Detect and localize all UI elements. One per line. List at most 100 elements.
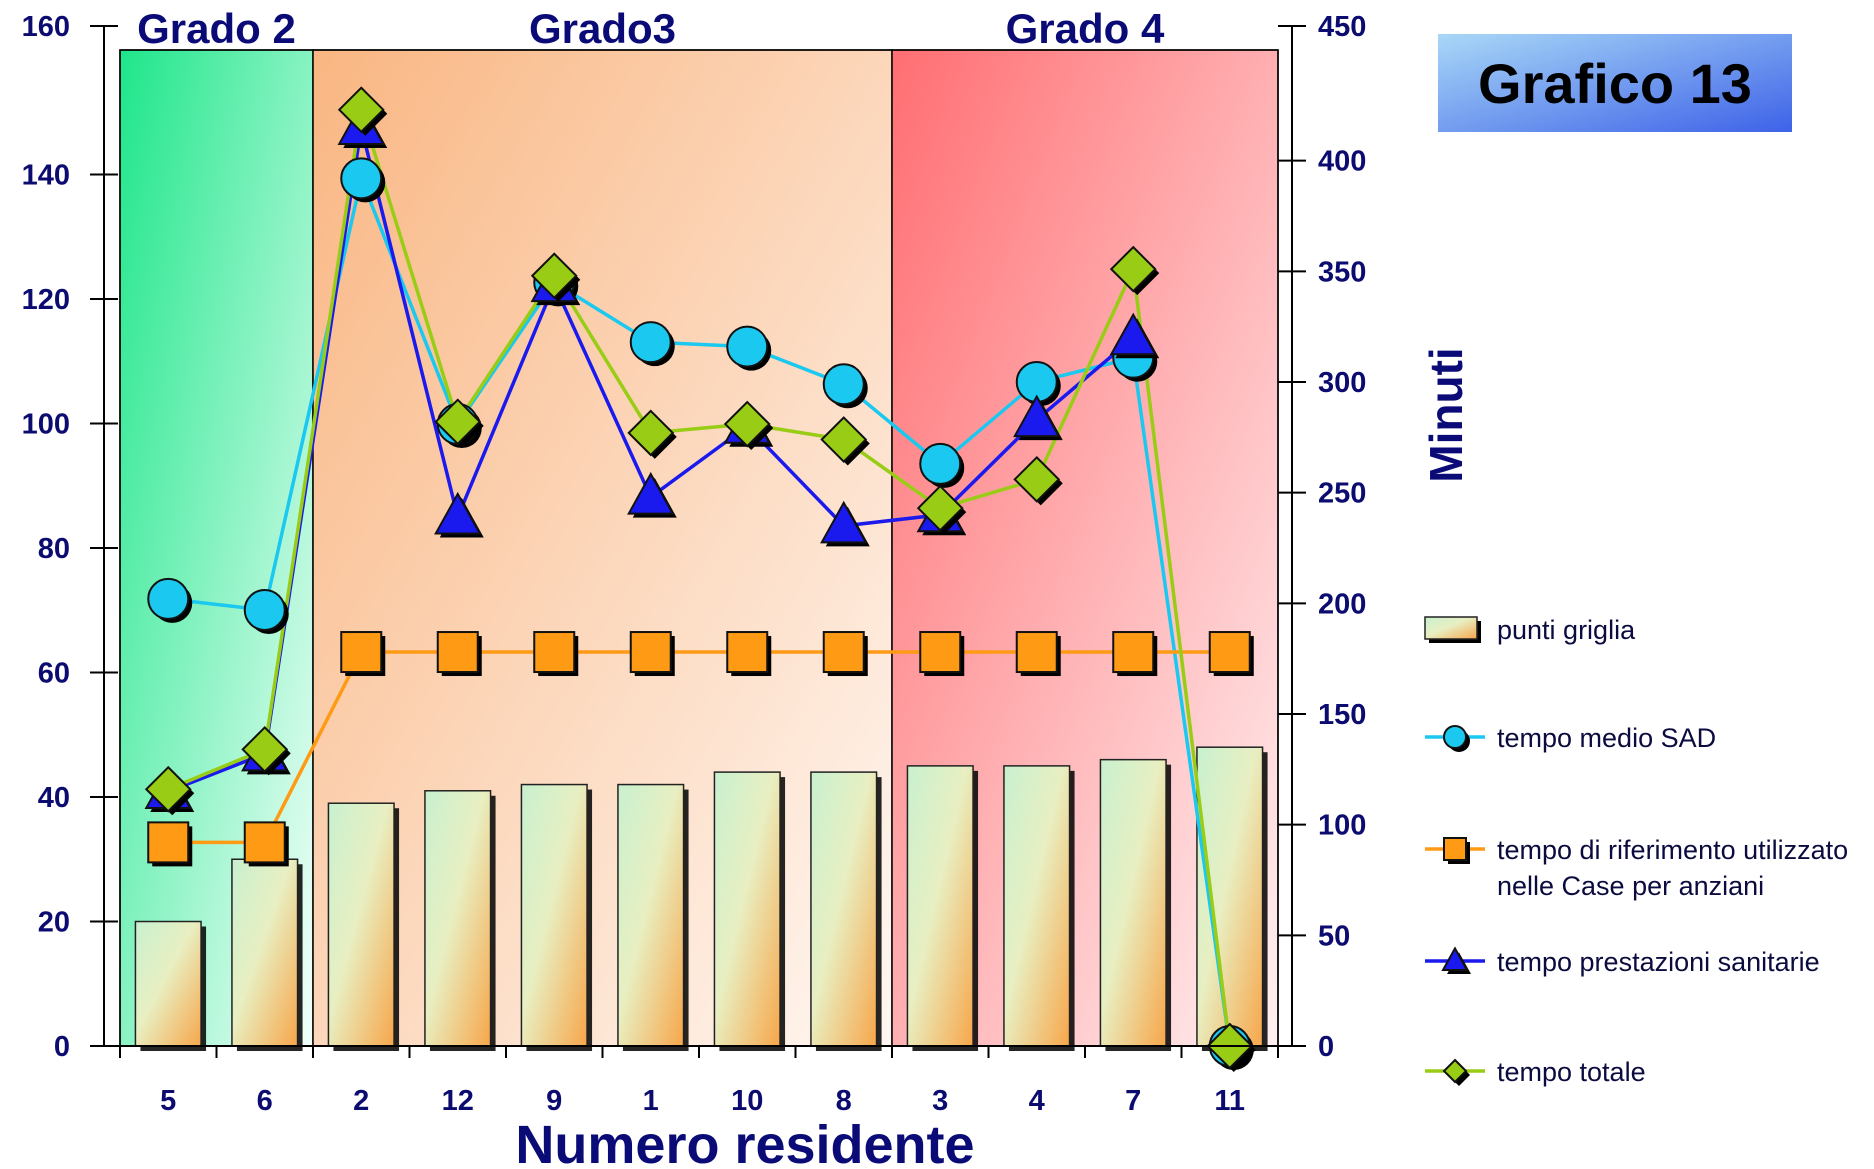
square-marker bbox=[1015, 631, 1058, 674]
square-marker bbox=[919, 631, 962, 674]
y2-tick-label: 0 bbox=[1318, 1031, 1334, 1063]
bar bbox=[520, 783, 588, 1047]
legend-swatch bbox=[1424, 616, 1478, 640]
legend-label: tempo prestazioni sanitarie bbox=[1497, 947, 1820, 977]
y2-tick-label: 100 bbox=[1318, 810, 1366, 842]
diamond-marker bbox=[337, 86, 385, 134]
legend-label-line: nelle Case per anziani bbox=[1497, 871, 1764, 901]
square-marker bbox=[629, 631, 672, 674]
legend: punti griglia tempo medio SAD tempo di rif… bbox=[1424, 615, 1848, 1087]
diamond-marker bbox=[1109, 245, 1157, 293]
legend-label: punti griglia bbox=[1497, 615, 1636, 645]
band-label: Grado3 bbox=[529, 5, 676, 52]
x-tick-label: 7 bbox=[1125, 1085, 1141, 1117]
square-marker bbox=[243, 821, 286, 864]
triangle-marker bbox=[1013, 394, 1061, 438]
legend-marker bbox=[1442, 1058, 1468, 1084]
triangle-marker bbox=[627, 471, 675, 515]
circle-marker bbox=[147, 577, 190, 620]
series-markers bbox=[144, 86, 1256, 1072]
legend-marker bbox=[1443, 837, 1467, 861]
circle-marker bbox=[340, 157, 383, 200]
y-tick-label: 40 bbox=[38, 782, 70, 814]
x-tick-label: 9 bbox=[546, 1085, 562, 1117]
y-tick-label: 140 bbox=[22, 160, 70, 192]
circle-marker bbox=[629, 321, 672, 364]
diamond-marker bbox=[241, 725, 289, 773]
y2-axis-title: Minuti bbox=[1420, 347, 1472, 482]
bar bbox=[231, 858, 299, 1047]
legend-item: tempo totale bbox=[1425, 1057, 1646, 1087]
y-tick-label: 20 bbox=[38, 907, 70, 939]
band-label: Grado 2 bbox=[137, 5, 296, 52]
x-tick-label: 10 bbox=[731, 1085, 763, 1117]
y2-tick-label: 150 bbox=[1318, 699, 1366, 731]
legend-label-line: tempo di riferimento utilizzato bbox=[1497, 835, 1848, 865]
y-tick-label: 0 bbox=[54, 1031, 70, 1063]
x-tick-label: 2 bbox=[353, 1085, 369, 1117]
y-tick-label: 80 bbox=[38, 533, 70, 565]
bar bbox=[134, 920, 202, 1047]
y-tick-label: 100 bbox=[22, 409, 70, 441]
square-marker bbox=[340, 631, 383, 674]
triangle-marker bbox=[1109, 312, 1157, 356]
y-tick-label: 160 bbox=[22, 11, 70, 43]
axes: Grado 2 Grado3 Grado 402040608010012014016… bbox=[22, 5, 1367, 1117]
legend-label: tempo di riferimento utilizzato nelle Cas… bbox=[1497, 835, 1848, 901]
square-marker bbox=[1112, 631, 1155, 674]
diamond-marker bbox=[434, 398, 482, 446]
diamond-marker bbox=[144, 765, 192, 813]
x-tick-label: 5 bbox=[160, 1085, 176, 1117]
y2-tick-label: 200 bbox=[1318, 588, 1366, 620]
y2-tick-label: 400 bbox=[1318, 146, 1366, 178]
line-diamond bbox=[167, 109, 1232, 1047]
square-marker bbox=[726, 631, 769, 674]
y2-tick-label: 300 bbox=[1318, 367, 1366, 399]
legend-marker bbox=[1441, 946, 1469, 971]
x-tick-label: 4 bbox=[1029, 1085, 1045, 1117]
x-tick-label: 1 bbox=[643, 1085, 659, 1117]
bar bbox=[713, 771, 781, 1047]
legend-marker bbox=[1443, 725, 1467, 749]
legend-label: tempo medio SAD bbox=[1497, 723, 1716, 753]
bar bbox=[1196, 746, 1264, 1047]
band-label: Grado 4 bbox=[1006, 5, 1165, 52]
bar bbox=[1003, 765, 1071, 1047]
y-tick-label: 60 bbox=[38, 658, 70, 690]
circle-marker bbox=[919, 442, 962, 485]
square-marker bbox=[1208, 631, 1251, 674]
badge-title: Grafico 13 bbox=[1478, 52, 1752, 115]
diamond-marker bbox=[916, 484, 964, 532]
diamond-marker bbox=[1013, 455, 1061, 503]
bars bbox=[134, 746, 1268, 1051]
band-grado3 bbox=[312, 49, 893, 1047]
bar bbox=[617, 783, 685, 1047]
bar bbox=[906, 765, 974, 1047]
triangle-marker bbox=[434, 491, 482, 535]
chart-badge: Grafico 13 bbox=[1438, 34, 1792, 132]
legend-item: punti griglia bbox=[1424, 615, 1636, 645]
bar bbox=[810, 771, 878, 1047]
diamond-marker bbox=[530, 252, 578, 300]
diamond-marker bbox=[820, 416, 868, 463]
x-tick-label: 6 bbox=[257, 1085, 273, 1117]
legend-label: tempo totale bbox=[1497, 1057, 1646, 1087]
x-tick-label: 3 bbox=[932, 1085, 948, 1117]
bar bbox=[424, 790, 492, 1047]
y-tick-label: 120 bbox=[22, 284, 70, 316]
circle-marker bbox=[726, 325, 769, 368]
y2-tick-label: 50 bbox=[1318, 920, 1350, 952]
y2-tick-label: 250 bbox=[1318, 478, 1366, 510]
diamond-marker bbox=[723, 400, 771, 448]
square-marker bbox=[147, 821, 190, 864]
square-marker bbox=[533, 631, 576, 674]
x-tick-label: 11 bbox=[1214, 1085, 1245, 1117]
bar bbox=[327, 802, 395, 1047]
legend-item: tempo di riferimento utilizzato nelle Cas… bbox=[1425, 835, 1848, 901]
x-tick-label: 8 bbox=[836, 1085, 852, 1117]
legend-item: tempo prestazioni sanitarie bbox=[1425, 946, 1820, 977]
circle-marker bbox=[822, 363, 865, 406]
circle-marker bbox=[243, 588, 286, 631]
square-marker bbox=[436, 631, 479, 674]
